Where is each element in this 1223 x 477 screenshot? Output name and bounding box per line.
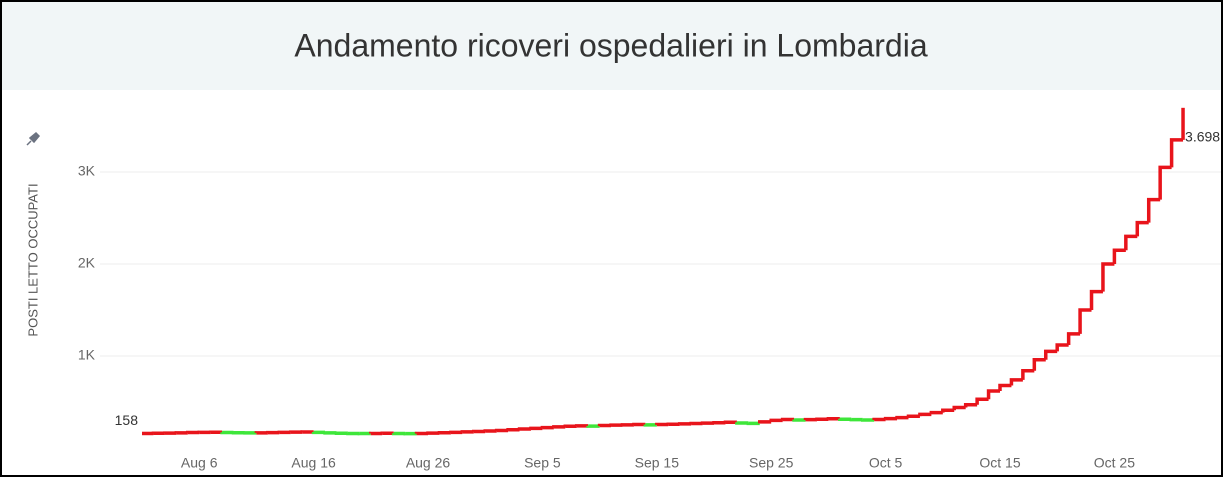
step-segment [1055,343,1069,352]
x-tick-label: Aug 16 [291,455,336,471]
step-segment [826,416,840,421]
x-tick-label: Oct 15 [979,455,1020,471]
step-segment [1169,138,1184,168]
step-segment [952,405,966,411]
chart-title: Andamento ricoveri ospedalieri in Lombar… [294,27,927,63]
title-band [2,2,1221,90]
step-segment [1158,165,1172,200]
step-segment [895,415,909,420]
x-tick-label: Aug 26 [406,455,451,471]
step-segment [506,428,520,432]
step-segment [1135,220,1149,237]
step-segment [1101,262,1115,292]
y-tick-label: 3K [78,163,96,179]
step-segment [540,425,554,430]
x-tick-label: Sep 25 [749,455,794,471]
y-axis-label: POSTI LETTO OCCUPATI [25,183,40,336]
x-tick-label: Oct 25 [1094,455,1135,471]
step-segment [918,412,932,417]
step-segment [1066,332,1081,345]
step-segment [792,418,806,422]
step-segment [1009,378,1023,386]
step-segment [929,410,943,415]
step-segment [735,421,749,425]
step-segment [780,417,795,422]
step-segment [563,424,577,429]
step-segment [552,425,566,429]
step-segment [1021,368,1035,380]
step-segment [769,418,783,423]
step-segment [517,427,531,431]
step-segment [1112,248,1126,265]
step-segment [998,383,1012,391]
step-segment [1124,234,1138,251]
pin-icon [26,131,41,146]
x-tick-label: Oct 5 [869,455,903,471]
step-segment [872,417,886,422]
step-segment [906,414,920,419]
x-tick-label: Sep 15 [635,455,680,471]
step-segment [986,389,1000,400]
step-segment [597,423,612,428]
step-segment [975,397,989,405]
step-segment [963,403,978,408]
y-tick-label: 1K [78,347,96,363]
step-segment [1089,289,1103,311]
step-segment [529,426,543,431]
y-tick-label: 2K [78,255,96,271]
value-label: 158 [115,412,139,428]
step-segment [1032,357,1046,371]
value-label: 3.698 [1185,129,1220,145]
x-tick-label: Sep 5 [524,455,561,471]
step-segment [838,417,852,422]
step-segment [1078,308,1092,334]
step-segment [758,420,772,424]
step-segment [1146,197,1161,223]
x-tick-label: Aug 6 [181,455,218,471]
step-segment [883,416,898,421]
step-segment [1044,349,1058,360]
step-segment [941,408,955,413]
